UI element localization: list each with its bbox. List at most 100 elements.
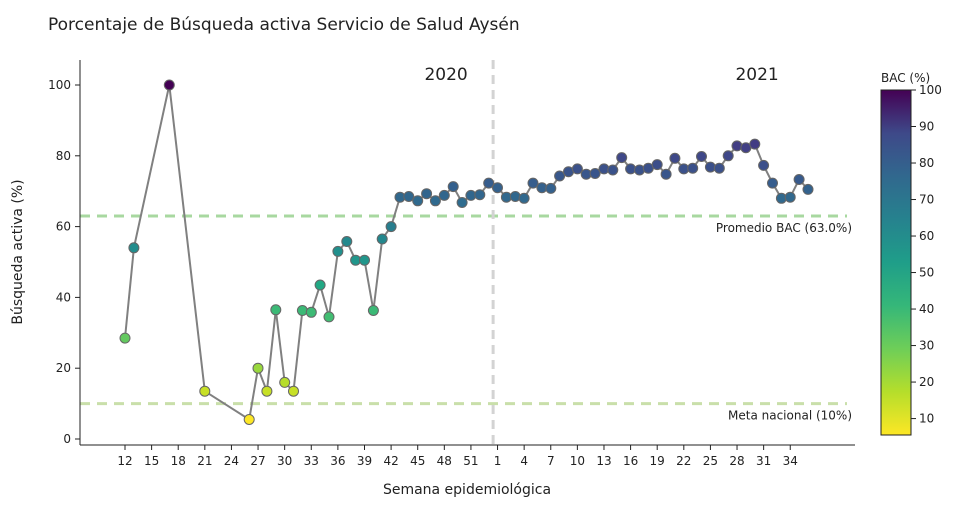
data-point — [625, 163, 637, 175]
plot-area: Promedio BAC (63.0%)Meta nacional (10%) … — [80, 60, 852, 445]
x-tick-label: 42 — [383, 454, 398, 468]
colorbar-ticks: 10 20 30 40 50 60 70 80 90 100 — [911, 83, 942, 426]
data-point — [616, 152, 628, 164]
y-tick-label: 80 — [56, 149, 71, 163]
data-point — [323, 311, 335, 323]
data-points — [119, 79, 814, 425]
y-ticks: 0 20 40 60 80 100 — [48, 78, 80, 446]
x-tick-label: 27 — [250, 454, 265, 468]
data-point — [634, 164, 645, 176]
colorbar-tick-label: 80 — [919, 156, 934, 170]
data-point — [509, 191, 521, 202]
data-point — [403, 191, 415, 202]
data-point — [279, 376, 291, 388]
data-point — [758, 159, 770, 171]
x-tick-label: 1 — [494, 454, 502, 468]
y-tick-label: 20 — [56, 361, 71, 375]
data-point — [713, 162, 725, 174]
data-point — [252, 362, 264, 374]
data-point — [527, 177, 539, 189]
x-tick-label: 48 — [437, 454, 452, 468]
data-point — [270, 304, 282, 316]
y-tick-label: 100 — [48, 78, 71, 92]
data-point — [412, 195, 424, 207]
data-point — [332, 245, 344, 257]
x-tick-label: 16 — [623, 454, 638, 468]
data-point — [793, 174, 805, 185]
colorbar-tick-label: 70 — [919, 193, 934, 207]
data-point — [128, 242, 140, 254]
data-point — [571, 163, 583, 175]
x-tick-label: 39 — [357, 454, 372, 468]
data-point — [119, 332, 131, 344]
x-tick-label: 30 — [277, 454, 292, 468]
data-point — [704, 161, 716, 173]
data-point — [421, 188, 433, 200]
x-tick-label: 51 — [463, 454, 478, 468]
data-point — [456, 197, 468, 208]
colorbar-tick-label: 90 — [919, 120, 934, 134]
x-tick-label: 22 — [676, 454, 691, 468]
reference-line-label: Meta nacional (10%) — [728, 409, 852, 423]
reference-lines: Promedio BAC (63.0%) Meta nacional (10%) — [80, 214, 852, 423]
colorbar-tick-label: 10 — [919, 412, 934, 426]
colorbar-tick-label: 100 — [919, 83, 942, 97]
data-point — [438, 189, 450, 201]
x-tick-label: 10 — [570, 454, 585, 468]
colorbar-tick-label: 30 — [919, 339, 934, 353]
data-point — [341, 236, 353, 247]
data-point — [474, 189, 486, 201]
data-point — [607, 164, 619, 176]
data-point — [722, 150, 734, 162]
x-tick-label: 45 — [410, 454, 425, 468]
data-point — [305, 306, 317, 318]
data-point — [696, 151, 707, 162]
data-point — [385, 221, 397, 233]
x-tick-label: 36 — [330, 454, 345, 468]
x-tick-label: 19 — [650, 454, 665, 468]
data-point — [731, 140, 743, 152]
data-point — [660, 168, 672, 180]
data-point — [492, 182, 503, 194]
x-tick-label: 15 — [144, 454, 159, 468]
axes: 0 20 40 60 80 100 12 15 18 21 24 27 30 33 36 39 42 45 48 5… — [48, 60, 855, 468]
data-point — [802, 183, 814, 195]
x-tick-label: 31 — [756, 454, 771, 468]
y-tick-label: 0 — [63, 432, 71, 446]
reference-line-label: Promedio BAC (63.0%) — [716, 221, 852, 235]
colorbar-tick-label: 20 — [919, 375, 934, 389]
data-point — [288, 385, 299, 397]
x-tick-label: 18 — [171, 454, 186, 468]
data-point — [429, 195, 441, 207]
y-tick-label: 40 — [56, 290, 71, 304]
data-point — [314, 279, 326, 291]
data-point — [163, 79, 175, 91]
data-point — [784, 191, 796, 203]
x-tick-label: 21 — [197, 454, 212, 468]
chart-title: Porcentaje de Búsqueda activa Servicio d… — [48, 15, 520, 35]
data-point — [687, 162, 699, 174]
x-tick-label: 4 — [520, 454, 528, 468]
data-point — [767, 177, 778, 189]
data-point — [243, 414, 255, 425]
data-point — [483, 177, 495, 189]
colorbar-tick-label: 50 — [919, 266, 934, 280]
x-tick-label: 28 — [729, 454, 744, 468]
data-point — [367, 305, 379, 316]
colorbar-gradient — [880, 89, 912, 436]
colorbar-tick-label: 40 — [919, 302, 934, 316]
y-tick-label: 60 — [56, 220, 71, 234]
data-point — [749, 138, 761, 150]
data-point — [669, 152, 681, 164]
year-label-2020: 2020 — [424, 65, 467, 85]
x-axis-label: Semana epidemiológica — [383, 482, 551, 498]
x-tick-label: 34 — [783, 454, 798, 468]
data-point — [554, 170, 566, 182]
x-ticks: 12 15 18 21 24 27 30 33 36 39 42 45 48 51 1 4 7 10 13 16 19 2… — [117, 445, 798, 468]
data-point — [296, 305, 308, 316]
x-tick-label: 13 — [596, 454, 611, 468]
x-tick-label: 12 — [117, 454, 132, 468]
colorbar: BAC (%) 10 20 30 40 50 60 70 80 90 100 — [880, 71, 942, 436]
colorbar-tick-label: 60 — [919, 229, 934, 243]
